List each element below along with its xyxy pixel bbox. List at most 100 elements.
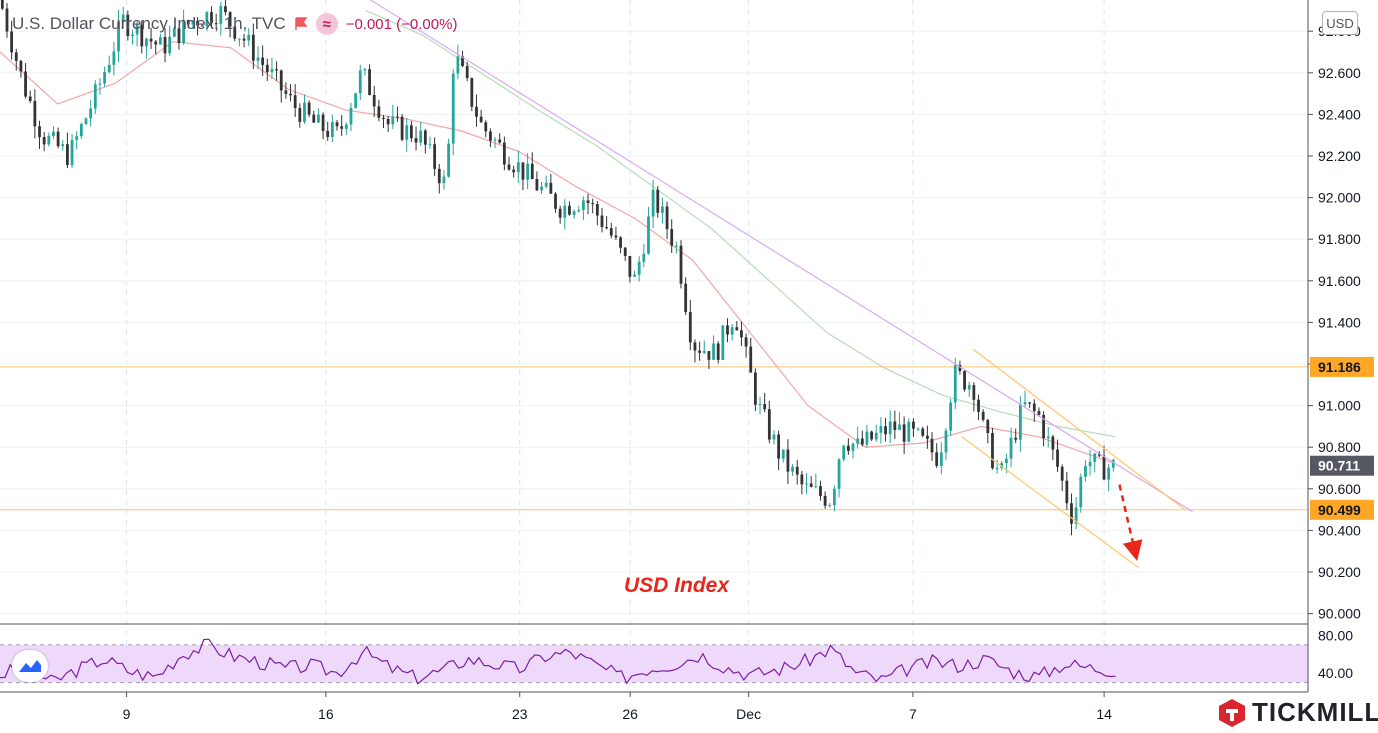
symbol-title[interactable]: U.S. Dollar Currency Index, 1h, TVC (12, 14, 286, 33)
candle-body (981, 411, 985, 420)
candle-body (684, 283, 688, 312)
tickmill-logo: TICKMILL (1218, 697, 1378, 728)
candle-body (489, 131, 492, 141)
candle-body (916, 428, 920, 430)
time-tick-label: 23 (512, 706, 528, 722)
candle-body (521, 162, 525, 180)
candle-body (238, 38, 241, 40)
candle-body (991, 433, 994, 469)
candle-body (507, 164, 511, 170)
candle-body (428, 144, 432, 146)
candle-body (786, 449, 790, 472)
price-tick-label: 91.000 (1318, 398, 1361, 414)
candle-body (549, 182, 553, 194)
wave-icon[interactable]: ≈ (315, 13, 338, 35)
candle-body (154, 41, 158, 45)
candle-body (925, 435, 929, 439)
price-tick-label: 92.200 (1318, 148, 1361, 164)
support-resistance-levels (0, 366, 1308, 511)
candle-body (396, 116, 399, 118)
candle-body (1102, 455, 1106, 480)
candle-body (293, 95, 297, 108)
candle-body (307, 102, 311, 115)
candle-body (642, 253, 646, 262)
candle-body (526, 163, 530, 180)
candle-body (805, 483, 808, 485)
candle-body (558, 208, 562, 218)
candle-body (763, 404, 767, 410)
candle-body (0, 0, 4, 9)
candle-body (98, 83, 102, 85)
candle-body (38, 126, 41, 138)
candle-body (135, 24, 139, 35)
candle-body (967, 385, 971, 390)
candle-body (47, 135, 51, 145)
candle-body (823, 495, 827, 506)
candle-body (949, 402, 953, 431)
candle-body (563, 205, 567, 218)
candle-body (228, 12, 232, 27)
currency-button[interactable]: USD (1322, 11, 1358, 35)
candle-body (1074, 507, 1078, 524)
candle-body (1065, 480, 1069, 504)
rsi-band (0, 644, 1308, 683)
candle-body (196, 20, 199, 26)
candle-body (251, 34, 255, 61)
candle-body (781, 449, 785, 459)
candle-body (1005, 458, 1008, 464)
candle-body (716, 343, 720, 360)
candle-body (1051, 436, 1055, 450)
time-tick-label: Dec (736, 706, 761, 722)
candle-body (126, 14, 130, 37)
candle-body (61, 144, 65, 147)
flag-icon[interactable] (294, 17, 308, 31)
candle-body (870, 431, 873, 440)
candle-body (28, 96, 32, 101)
price-tick-label: 90.600 (1318, 481, 1361, 497)
time-tick-label: 26 (622, 706, 638, 722)
candle-body (275, 69, 278, 71)
candle-body (242, 38, 246, 41)
symbol-header: U.S. Dollar Currency Index, 1h, TVC ≈ −0… (12, 13, 457, 35)
candle-body (749, 346, 753, 373)
candle-body (140, 24, 144, 47)
candle-body (219, 6, 223, 24)
candle-body (377, 106, 381, 118)
price-tick-label: 90.400 (1318, 522, 1361, 538)
candle-body (475, 106, 478, 117)
candle-body (410, 125, 413, 139)
candle-body (182, 20, 186, 43)
candle-body (809, 483, 813, 487)
candle-body (56, 131, 60, 147)
candle-body (1088, 461, 1092, 467)
candle-body (465, 66, 469, 79)
candle-body (5, 8, 9, 32)
candle-body (665, 206, 669, 230)
candle-body (702, 351, 706, 353)
price-candles (0, 0, 1115, 536)
candle-body (586, 200, 590, 204)
drawing-tools[interactable] (354, 0, 1193, 569)
candle-body (777, 434, 781, 459)
last-price-label: 90.711 (1318, 458, 1360, 474)
time-tick-label: 7 (909, 706, 917, 722)
candle-body (498, 139, 502, 143)
candle-body (191, 20, 195, 25)
candle-body (530, 163, 534, 180)
candle-body (298, 107, 302, 122)
candle-body (330, 122, 334, 137)
candle-body (405, 125, 409, 140)
candle-body (647, 216, 650, 254)
candle-body (842, 445, 846, 460)
candle-body (879, 426, 883, 433)
tradingview-logo-icon[interactable] (12, 650, 48, 682)
candle-body (758, 404, 762, 406)
candle-body (200, 25, 204, 27)
moving-averages (0, 9, 1116, 465)
candle-body (121, 14, 125, 22)
price-tick-label: 91.800 (1318, 231, 1361, 247)
candle-body (186, 20, 190, 25)
candle-body (921, 428, 925, 436)
